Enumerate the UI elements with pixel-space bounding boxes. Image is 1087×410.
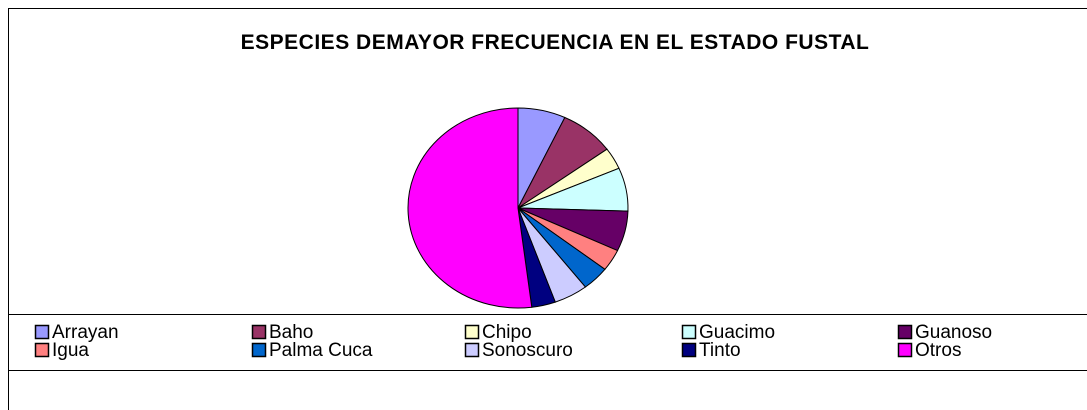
chart-title: ESPECIES DEMAYOR FRECUENCIA EN EL ESTADO… <box>240 31 870 54</box>
chart-border <box>8 8 1087 410</box>
legend-swatch <box>897 342 913 358</box>
legend-label: Arrayan <box>52 322 119 343</box>
legend-swatch <box>251 342 267 358</box>
legend-swatch <box>251 324 267 340</box>
legend-label: Otros <box>915 340 961 361</box>
legend-label: Igua <box>52 340 89 361</box>
legend-label: Sonoscuro <box>482 340 573 361</box>
legend-label: Guanoso <box>915 322 992 343</box>
legend-label: Baho <box>269 322 313 343</box>
legend-label: Tinto <box>699 340 741 361</box>
legend-label: Palma Cuca <box>269 340 373 361</box>
legend-swatch <box>464 324 480 340</box>
legend-swatch <box>34 342 50 358</box>
pie-slice <box>407 107 533 309</box>
legend-label: Guacimo <box>699 322 775 343</box>
legend-label: Chipo <box>482 322 532 343</box>
legend-swatch <box>681 342 697 358</box>
legend-swatch <box>34 324 50 340</box>
legend-swatch <box>897 324 913 340</box>
legend-swatch <box>464 342 480 358</box>
legend-swatch <box>681 324 697 340</box>
